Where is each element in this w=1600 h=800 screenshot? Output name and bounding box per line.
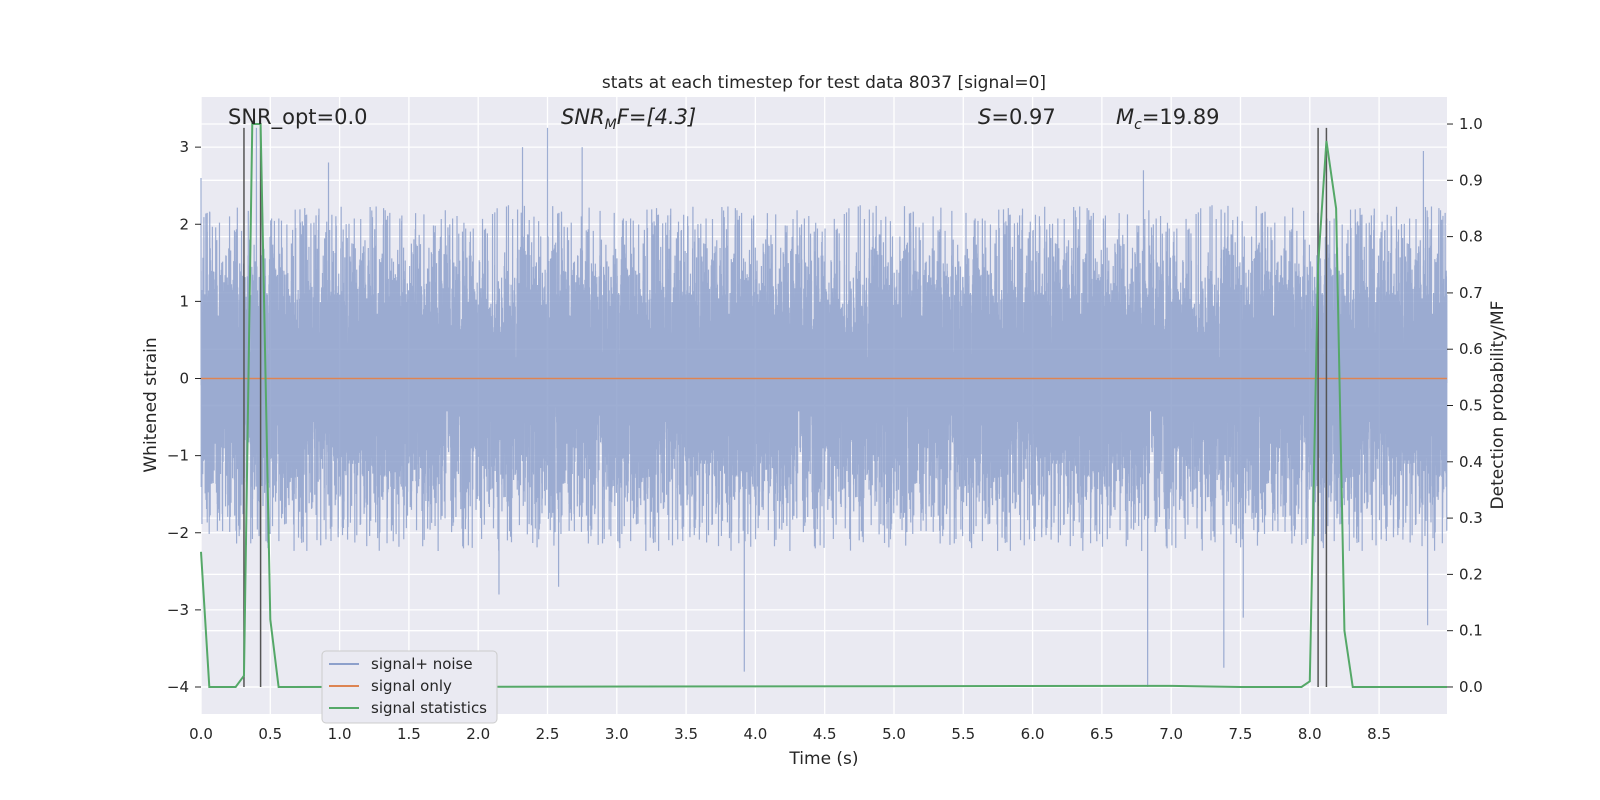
x-tick-label: 2.5 bbox=[536, 725, 560, 743]
x-tick-label: 2.0 bbox=[466, 725, 490, 743]
vertical-markers bbox=[243, 127, 1328, 688]
x-tick-label: 0.5 bbox=[258, 725, 282, 743]
x-tick-label: 5.5 bbox=[951, 725, 975, 743]
y-tick-label: 3 bbox=[179, 138, 189, 156]
y-right-axis-label: Detection probability/MF bbox=[1488, 301, 1508, 510]
y-right-tick-label: 0.7 bbox=[1459, 284, 1483, 302]
y-right-tick-label: 0.8 bbox=[1459, 228, 1483, 246]
x-tick-label: 0.0 bbox=[189, 725, 213, 743]
annotation-snr-opt: SNR_opt=0.0 bbox=[228, 105, 368, 130]
x-tick-label: 6.0 bbox=[1021, 725, 1045, 743]
y-axis-label: Whitened strain bbox=[141, 337, 161, 472]
annotation-mc: Mc=19.89 bbox=[1116, 105, 1220, 133]
x-tick-label: 4.0 bbox=[743, 725, 767, 743]
tick-labels: 0.0 0.5 1.0 1.5 2.0 2.5 3.0 3.5 4.0 4.5 5.0 5.5 6.0 6… bbox=[167, 115, 1483, 743]
y-tick-label: −1 bbox=[167, 447, 189, 465]
y-right-tick-label: 0.0 bbox=[1459, 678, 1483, 696]
legend-label-signal-only: signal only bbox=[371, 677, 452, 695]
y-right-tick-label: 0.5 bbox=[1459, 397, 1483, 415]
y-tick-label: 2 bbox=[179, 215, 189, 233]
y-right-tick-label: 0.3 bbox=[1459, 509, 1483, 527]
y-right-tick-label: 0.2 bbox=[1459, 565, 1483, 583]
x-tick-label: 1.0 bbox=[328, 725, 352, 743]
y-right-tick-label: 0.9 bbox=[1459, 171, 1483, 189]
legend-label-signal-statistics: signal statistics bbox=[371, 699, 487, 717]
annotation-snr-mf: SNRMF=[4.3] bbox=[561, 105, 696, 133]
x-tick-label: 3.5 bbox=[674, 725, 698, 743]
y-right-tick-label: 0.1 bbox=[1459, 622, 1483, 640]
x-axis-label: Time (s) bbox=[788, 749, 858, 769]
y-right-tick-label: 0.4 bbox=[1459, 453, 1483, 471]
series-signal-statistics bbox=[200, 123, 1447, 688]
x-tick-label: 1.5 bbox=[397, 725, 421, 743]
x-tick-label: 5.0 bbox=[882, 725, 906, 743]
y-tick-label: −4 bbox=[167, 678, 189, 696]
y-tick-label: −3 bbox=[167, 601, 189, 619]
series-signal-noise bbox=[200, 127, 1448, 688]
x-tick-label: 7.0 bbox=[1159, 725, 1183, 743]
line-signal-noise bbox=[200, 127, 1448, 688]
x-tick-label: 4.5 bbox=[813, 725, 837, 743]
chart-title: stats at each timestep for test data 803… bbox=[602, 73, 1046, 93]
line-signal-statistics bbox=[200, 123, 1447, 688]
y-right-tick-label: 0.6 bbox=[1459, 340, 1483, 358]
y-tick-label: 1 bbox=[179, 292, 189, 310]
y-tick-label: −2 bbox=[167, 524, 189, 542]
x-tick-label: 7.5 bbox=[1229, 725, 1253, 743]
y-tick-label: 0 bbox=[179, 370, 189, 388]
annotation-s: S=0.97 bbox=[978, 105, 1056, 129]
x-tick-label: 6.5 bbox=[1090, 725, 1114, 743]
x-tick-label: 8.0 bbox=[1298, 725, 1322, 743]
legend-label-signal-noise: signal+ noise bbox=[371, 655, 473, 673]
legend-box bbox=[321, 650, 498, 724]
legend: signal+ noise signal only signal statist… bbox=[321, 650, 498, 724]
x-tick-label: 8.5 bbox=[1367, 725, 1391, 743]
y-right-tick-label: 1.0 bbox=[1459, 115, 1483, 133]
x-tick-label: 3.0 bbox=[605, 725, 629, 743]
